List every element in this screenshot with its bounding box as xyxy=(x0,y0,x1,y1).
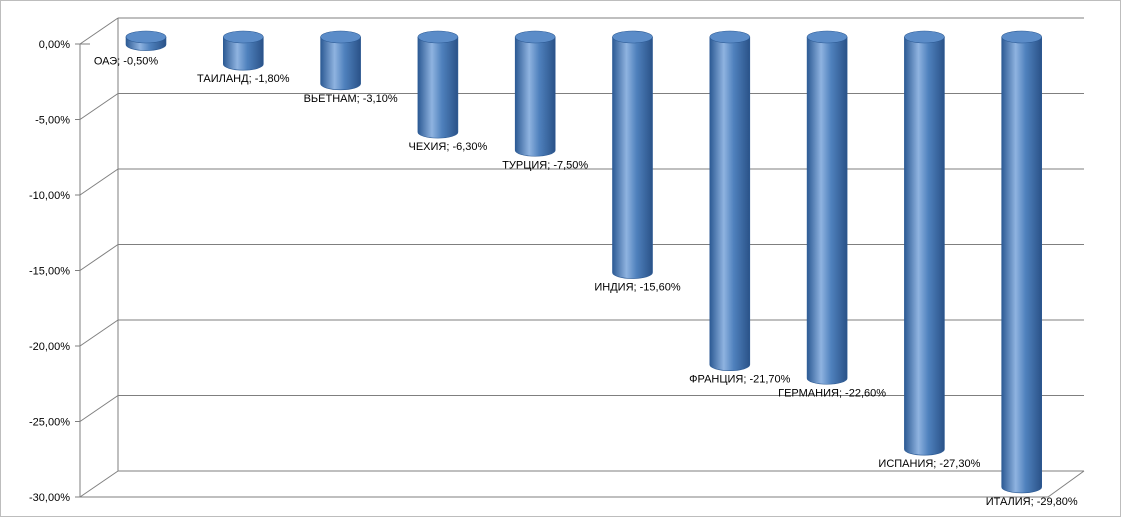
bar xyxy=(904,30,945,456)
bar xyxy=(417,30,459,139)
bar-top xyxy=(612,30,653,44)
gridline-depth xyxy=(79,17,119,45)
bar xyxy=(223,30,264,71)
bar-top xyxy=(806,30,848,44)
bar-top xyxy=(904,30,945,44)
y-tick-label: -20,00% xyxy=(29,341,70,353)
bar-body xyxy=(904,36,945,456)
data-label: ИСПАНИЯ; -27,30% xyxy=(878,458,980,470)
data-label: ОАЭ; -0,50% xyxy=(94,56,159,68)
data-labels: ОАЭ; -0,50% ТАИЛАНД; -1,80% ВЬЕТНАМ; -3,10… xyxy=(94,56,1078,508)
bar xyxy=(125,30,167,51)
y-axis: 0,00% -5,00% -10,00% -15,00% -20,00% -25,00% -… xyxy=(29,18,119,504)
y-tick-label: 0,00% xyxy=(39,39,70,51)
bar-top xyxy=(125,30,167,44)
bar-top xyxy=(320,30,361,44)
bar-top xyxy=(417,30,459,44)
bar-body xyxy=(1001,36,1042,494)
bar-body xyxy=(806,36,848,385)
data-label: ФРАНЦИЯ; -21,70% xyxy=(689,374,791,386)
y-tick-label: -30,00% xyxy=(29,492,70,504)
bar-body xyxy=(320,36,361,91)
bar xyxy=(709,30,751,371)
bars xyxy=(125,30,1043,494)
y-tick-label: -10,00% xyxy=(29,190,70,202)
bar-top xyxy=(1001,30,1043,44)
bar xyxy=(612,30,653,279)
y-tick-label: -15,00% xyxy=(29,266,70,278)
bar-top xyxy=(514,30,556,44)
y-tick-label: -5,00% xyxy=(35,115,70,127)
bar-body xyxy=(514,36,556,157)
bar xyxy=(320,30,361,91)
floor-edge-depth xyxy=(1047,470,1085,498)
gridline-depth xyxy=(79,470,119,498)
bar xyxy=(806,30,848,385)
data-label: ТУРЦИЯ; -7,50% xyxy=(502,159,588,171)
gridline-depth xyxy=(79,244,119,271)
bar-top xyxy=(223,30,264,44)
data-label: ИТАЛИЯ; -29,80% xyxy=(986,496,1078,508)
data-label: ЧЕХИЯ; -6,30% xyxy=(408,141,487,153)
bar xyxy=(1001,30,1043,494)
data-label: ВЬЕТНАМ; -3,10% xyxy=(304,93,398,105)
bar xyxy=(514,30,556,157)
bar-body xyxy=(417,36,459,139)
gridline-depth xyxy=(79,93,119,120)
gridline-depth xyxy=(79,395,119,422)
bar-body xyxy=(709,36,751,371)
data-label: ГЕРМАНИЯ; -22,60% xyxy=(778,387,886,399)
bar-body xyxy=(612,36,653,279)
gridline-depth xyxy=(79,319,119,347)
gridline-depth xyxy=(79,168,119,196)
y-tick-label: -25,00% xyxy=(29,417,70,429)
data-label: ТАИЛАНД; -1,80% xyxy=(197,73,290,85)
data-label: ИНДИЯ; -15,60% xyxy=(594,282,680,294)
bar-top xyxy=(709,30,751,44)
bar-body xyxy=(223,36,264,71)
